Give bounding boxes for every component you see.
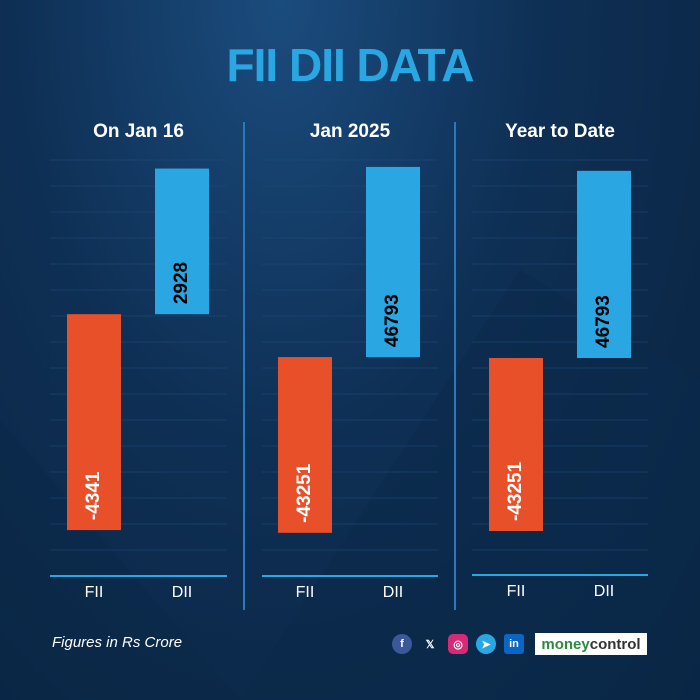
- category-label: DII: [172, 584, 192, 601]
- bar-dii: [366, 166, 420, 358]
- bar-fii: [278, 357, 332, 533]
- bar-value-label: -4341: [83, 471, 104, 520]
- category-label: DII: [383, 584, 403, 601]
- moneycontrol-logo[interactable]: money control: [535, 633, 647, 655]
- category-label: FII: [507, 583, 526, 600]
- bar-value-label: 2928: [171, 262, 192, 304]
- panel-title: Jan 2025: [310, 121, 391, 142]
- linkedin-icon[interactable]: in: [504, 634, 524, 654]
- bar-panel: Jan 2025 -43251 FII 46793 DII: [262, 121, 438, 601]
- category-label: DII: [594, 583, 614, 600]
- bar-value-label: 46793: [593, 295, 614, 348]
- instagram-icon[interactable]: ◎: [448, 634, 468, 654]
- facebook-icon[interactable]: f: [392, 634, 412, 654]
- x-icon[interactable]: 𝕏: [425, 638, 435, 651]
- bar-value-label: -43251: [505, 461, 526, 521]
- category-label: FII: [85, 584, 104, 601]
- social-icons: f 𝕏 ◎ ➤ in: [392, 634, 524, 654]
- bar-dii: [577, 170, 631, 358]
- page-title: FII DII DATA: [226, 39, 475, 91]
- bar-fii: [67, 314, 121, 531]
- bar-value-label: 46793: [382, 294, 403, 347]
- category-label: FII: [296, 584, 315, 601]
- panel-title: Year to Date: [505, 121, 615, 142]
- footnote: Figures in Rs Crore: [52, 634, 183, 651]
- bar-dii: [155, 168, 209, 315]
- bar-value-label: -43251: [294, 463, 315, 523]
- panel-title: On Jan 16: [93, 121, 184, 142]
- telegram-icon[interactable]: ➤: [476, 634, 496, 654]
- bar-fii: [489, 358, 543, 532]
- bar-panel: Year to Date -43251 FII 46793 DII: [472, 121, 648, 600]
- bar-panel: On Jan 16 -4341 FII 2928 DII: [50, 121, 227, 601]
